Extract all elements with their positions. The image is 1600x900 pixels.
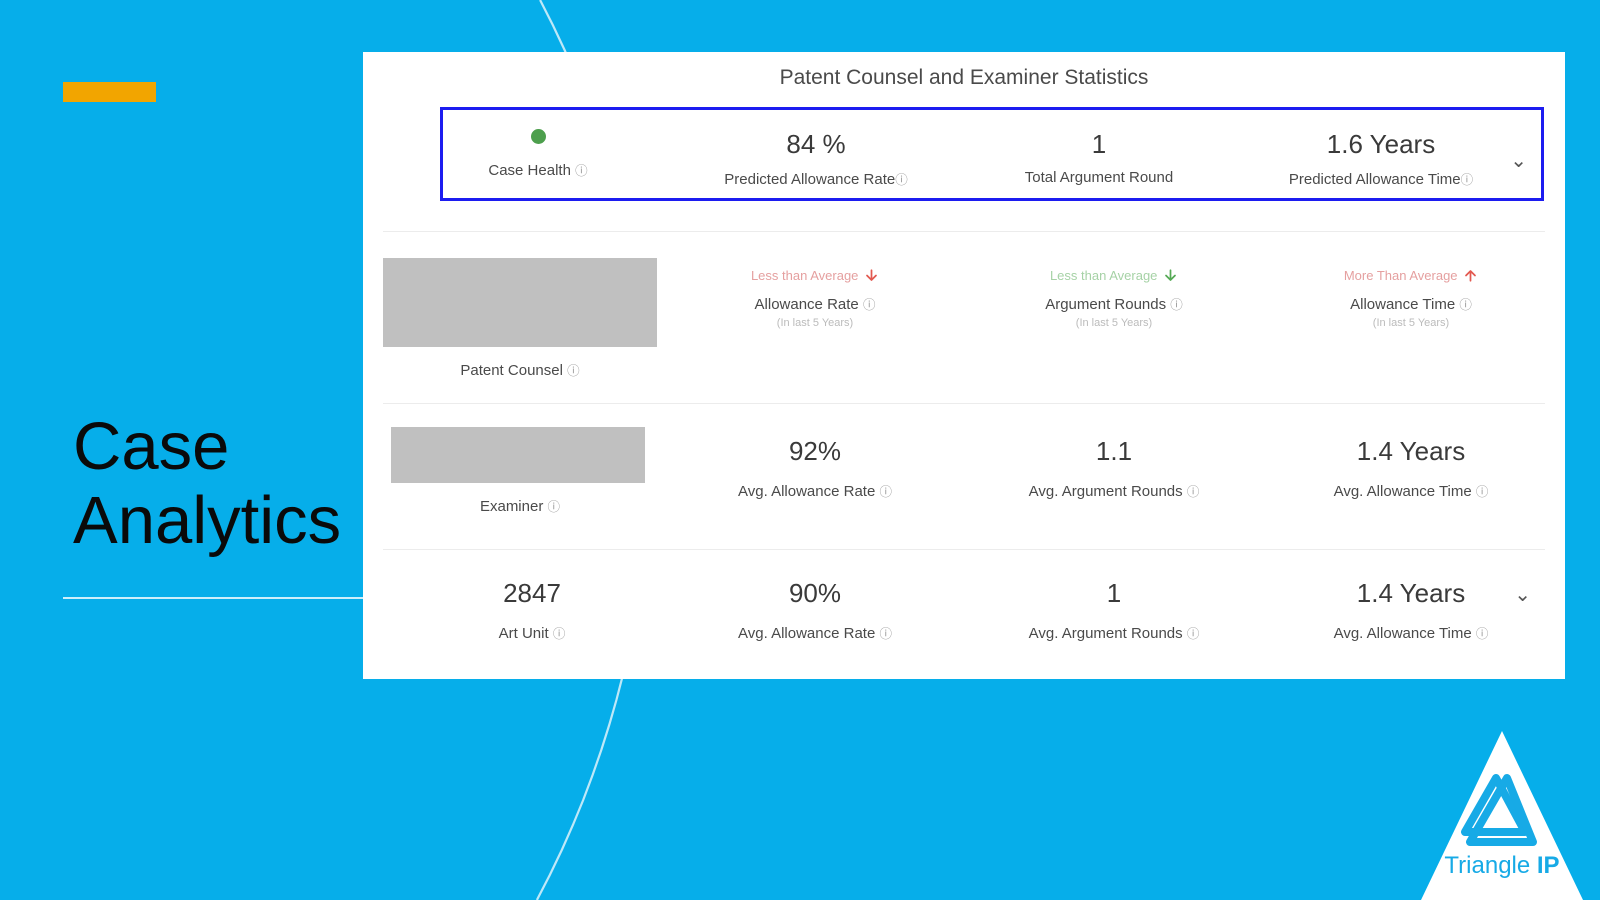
svg-text:Triangle IP: Triangle IP — [1444, 852, 1559, 879]
